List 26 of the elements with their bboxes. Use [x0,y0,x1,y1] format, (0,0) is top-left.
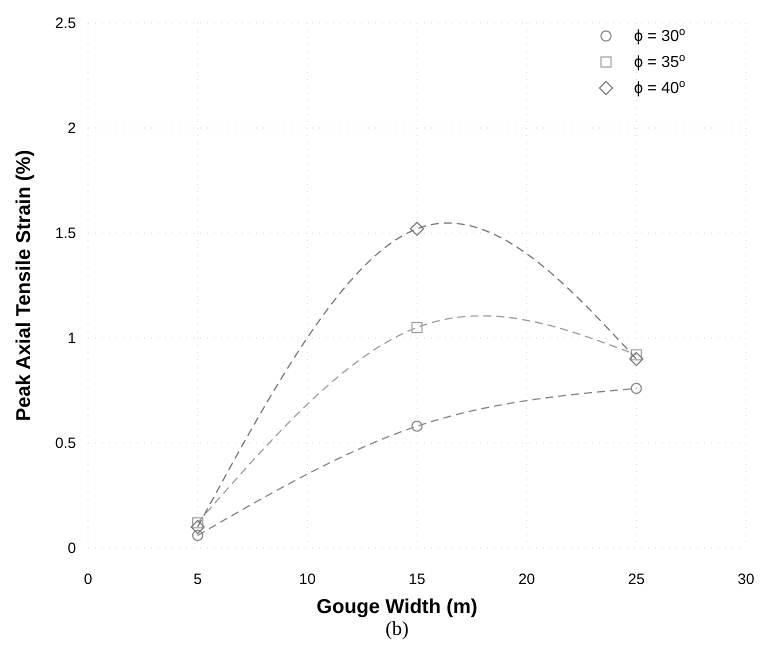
point [190,520,205,534]
text: (b) [385,618,409,640]
x-tick-label: 20 [518,571,536,588]
legend-label: ϕ = 30$^{o}$ [634,26,686,45]
x-tick-label: 5 [193,571,202,588]
x-tick-label: 25 [628,571,645,588]
x-tick-label: 30 [738,571,754,588]
point [192,530,204,541]
y-axis-title: Peak Axial Tensile Strain (%) [13,150,35,422]
x-tick-label: 0 [84,571,92,588]
y-tick-label: 2 [68,120,76,137]
point [410,222,424,236]
legend-label: ϕ = 35$^{o}$ [634,52,686,71]
y-tick-label: 1.5 [55,225,76,242]
x-tick-label: 10 [298,571,316,588]
point [411,322,423,334]
point [629,352,644,366]
y-tick-label: 1 [68,330,76,347]
legend-label: ϕ = 40$^{o}$ [634,78,686,97]
y-tick-label: 0.5 [55,435,76,452]
x-tick-label: 15 [408,571,426,588]
y-tick-label: 2.5 [55,15,76,32]
point [630,382,642,394]
x-axis-title: Gouge Width (m) [316,596,478,618]
point [411,420,423,432]
y-tick-label: 0 [68,540,76,557]
